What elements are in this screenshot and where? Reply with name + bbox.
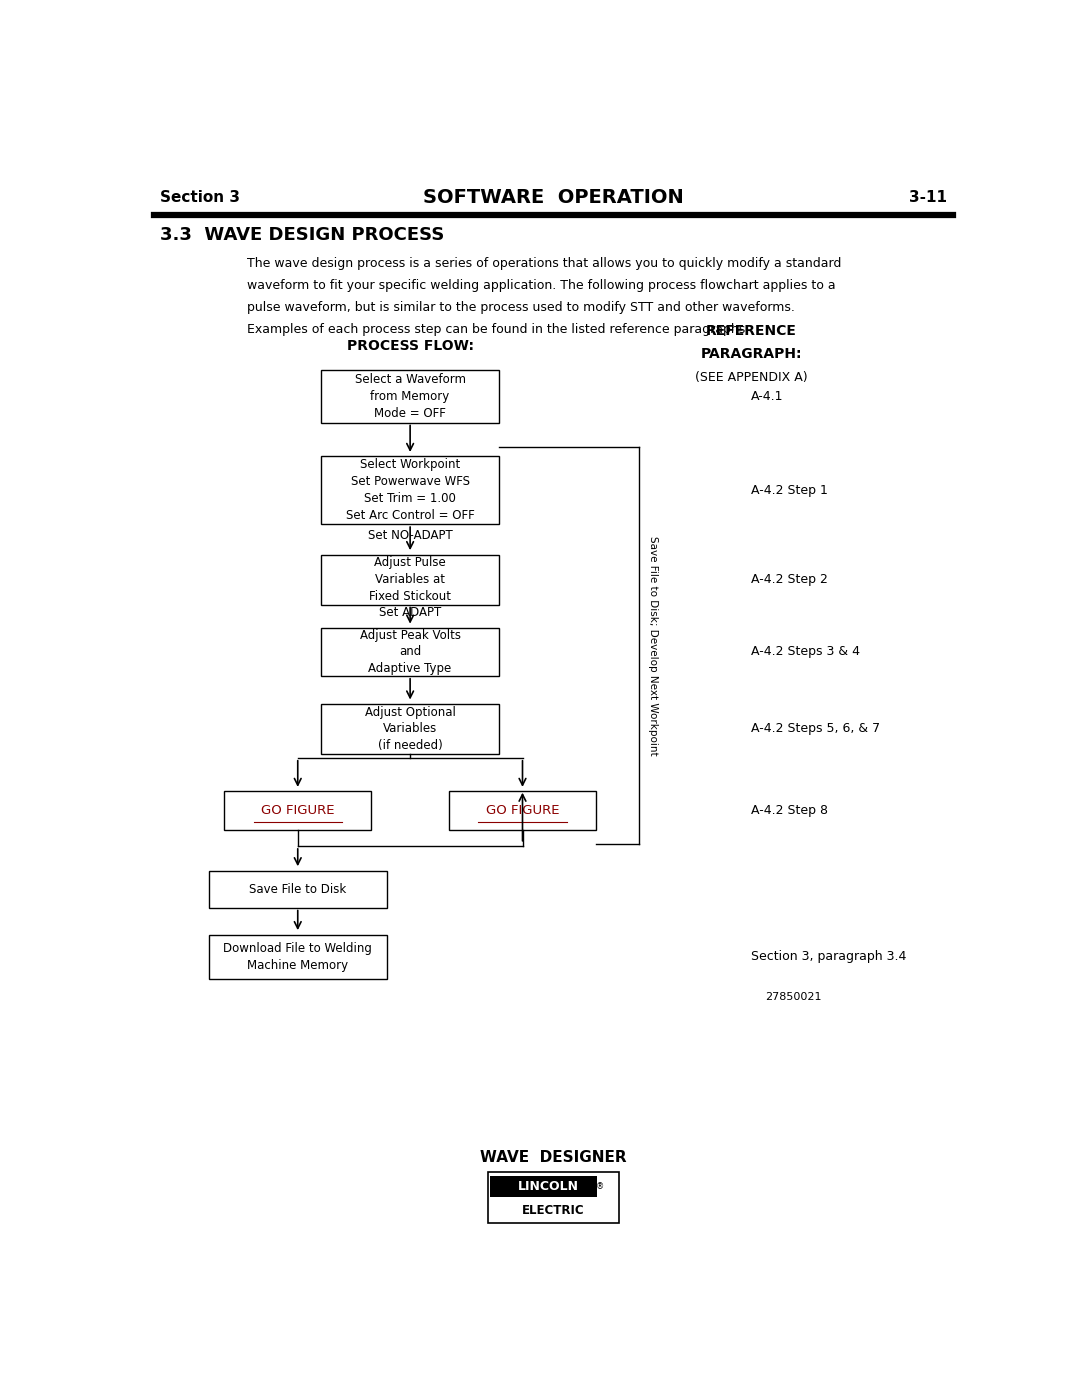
Text: GO FIGURE: GO FIGURE — [261, 805, 335, 817]
Text: Set Arc Control = OFF: Set Arc Control = OFF — [346, 509, 474, 522]
Text: Section 3: Section 3 — [160, 190, 240, 205]
Text: (if needed): (if needed) — [378, 739, 443, 753]
Bar — [321, 555, 499, 605]
Bar — [321, 370, 499, 422]
Text: Variables: Variables — [383, 722, 437, 735]
Text: Examples of each process step can be found in the listed reference paragraphs.: Examples of each process step can be fou… — [247, 323, 750, 337]
Text: Adjust Peak Volts: Adjust Peak Volts — [360, 629, 461, 641]
Bar — [321, 629, 499, 676]
Text: A-4.2 Step 8: A-4.2 Step 8 — [751, 805, 828, 817]
Text: Fixed Stickout: Fixed Stickout — [369, 590, 451, 604]
Bar — [321, 704, 499, 754]
Text: A-4.2 Steps 5, 6, & 7: A-4.2 Steps 5, 6, & 7 — [751, 722, 880, 735]
Text: Set ADAPT: Set ADAPT — [379, 606, 442, 619]
Text: A-4.1: A-4.1 — [751, 390, 784, 402]
Text: pulse waveform, but is similar to the process used to modify STT and other wavef: pulse waveform, but is similar to the pr… — [247, 302, 795, 314]
Text: waveform to fit your specific welding application. The following process flowcha: waveform to fit your specific welding ap… — [247, 279, 836, 292]
Text: The wave design process is a series of operations that allows you to quickly mod: The wave design process is a series of o… — [247, 257, 841, 271]
Text: 3-11: 3-11 — [909, 190, 947, 205]
Text: GO FIGURE: GO FIGURE — [486, 805, 559, 817]
Bar — [208, 935, 387, 979]
Text: 27850021: 27850021 — [766, 992, 822, 1002]
Text: SOFTWARE  OPERATION: SOFTWARE OPERATION — [423, 189, 684, 207]
Text: ELECTRIC: ELECTRIC — [523, 1204, 584, 1217]
Bar — [490, 1175, 597, 1197]
Text: Adaptive Type: Adaptive Type — [368, 662, 451, 675]
Text: Set NO-ADAPT: Set NO-ADAPT — [368, 529, 453, 542]
Bar — [488, 1172, 619, 1222]
Text: PARAGRAPH:: PARAGRAPH: — [700, 346, 801, 360]
Text: Adjust Pulse: Adjust Pulse — [375, 556, 446, 569]
Text: Select a Waveform: Select a Waveform — [354, 373, 465, 386]
Text: Select Workpoint: Select Workpoint — [360, 458, 460, 471]
Text: Adjust Optional: Adjust Optional — [365, 705, 456, 718]
Text: A-4.2 Steps 3 & 4: A-4.2 Steps 3 & 4 — [751, 645, 860, 658]
Bar — [449, 791, 596, 830]
Text: Machine Memory: Machine Memory — [247, 958, 349, 972]
Bar — [225, 791, 372, 830]
Text: Variables at: Variables at — [375, 573, 445, 587]
Bar — [321, 457, 499, 524]
Text: REFERENCE: REFERENCE — [705, 324, 797, 338]
Text: Download File to Welding: Download File to Welding — [224, 942, 373, 956]
Text: and: and — [399, 645, 421, 658]
Text: Save File to Disk; Develop Next Workpoint: Save File to Disk; Develop Next Workpoin… — [648, 535, 658, 756]
Text: PROCESS FLOW:: PROCESS FLOW: — [347, 339, 474, 353]
Text: (SEE APPENDIX A): (SEE APPENDIX A) — [694, 370, 808, 384]
Text: from Memory: from Memory — [370, 390, 449, 402]
Text: ®: ® — [596, 1182, 604, 1190]
Text: A-4.2 Step 2: A-4.2 Step 2 — [751, 573, 828, 587]
Text: Save File to Disk: Save File to Disk — [249, 883, 347, 895]
Text: Mode = OFF: Mode = OFF — [374, 407, 446, 419]
Text: 3.3  WAVE DESIGN PROCESS: 3.3 WAVE DESIGN PROCESS — [160, 226, 444, 243]
Text: LINCOLN: LINCOLN — [518, 1180, 579, 1193]
Text: Set Powerwave WFS: Set Powerwave WFS — [351, 475, 470, 489]
Text: Set Trim = 1.00: Set Trim = 1.00 — [364, 492, 456, 506]
Bar — [208, 870, 387, 908]
Text: WAVE  DESIGNER: WAVE DESIGNER — [481, 1150, 626, 1165]
Text: A-4.2 Step 1: A-4.2 Step 1 — [751, 483, 828, 497]
Text: Section 3, paragraph 3.4: Section 3, paragraph 3.4 — [751, 950, 906, 964]
